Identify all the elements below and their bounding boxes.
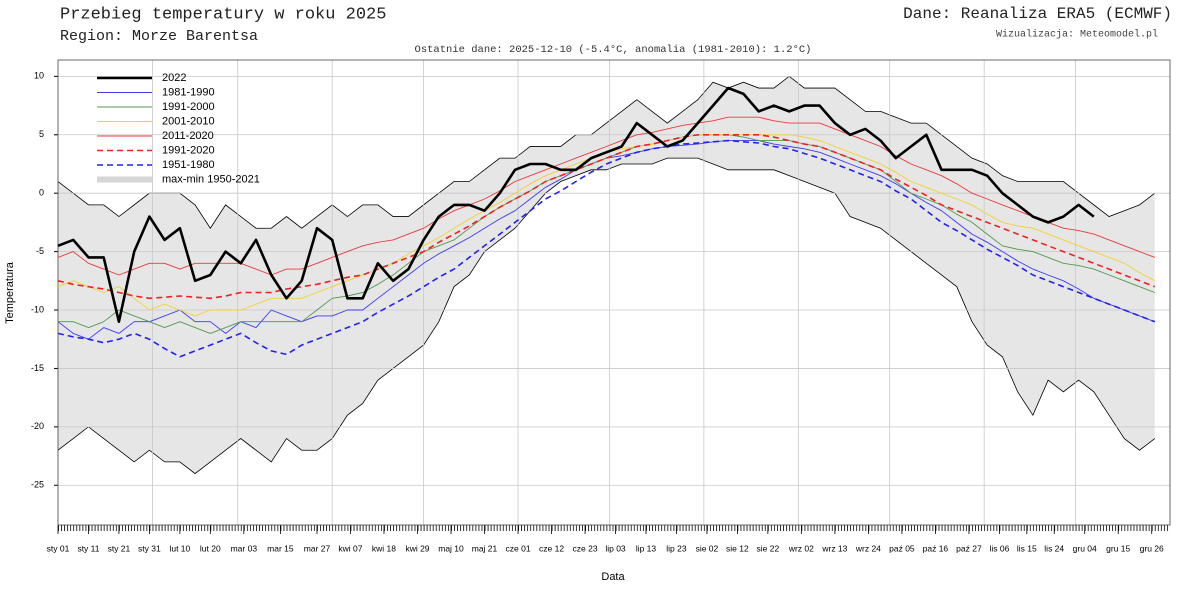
legend-label: 1981-1990 — [162, 86, 215, 98]
x-tick-label: cze 12 — [539, 543, 564, 553]
y-axis-label: Temperatura — [4, 261, 16, 324]
series-line — [57, 134, 1156, 300]
x-tick-label: kwi 18 — [372, 543, 396, 553]
x-tick-label: lis 06 — [989, 543, 1009, 553]
x-tick-label: sty 21 — [108, 543, 131, 553]
y-tick-label: -5 — [36, 246, 44, 256]
plot-frame — [57, 59, 1171, 526]
x-tick-label: mar 27 — [304, 543, 331, 553]
x-axis-label: Data — [601, 571, 625, 583]
legend-label: 1951-1980 — [162, 159, 215, 171]
band-area — [58, 76, 1155, 474]
x-tick-label: gru 04 — [1073, 543, 1097, 553]
x-tick-label: gru 26 — [1140, 543, 1164, 553]
x-tick-label: maj 10 — [438, 543, 464, 553]
x-tick-label: sie 12 — [726, 543, 749, 553]
y-tick-label: 5 — [39, 129, 44, 139]
y-tick-label: -10 — [31, 304, 44, 314]
chart-title: Przebieg temperatury w roku 2025 — [60, 5, 386, 24]
data-source: Dane: Reanaliza ERA5 (ECMWF) — [903, 5, 1172, 23]
x-tick-label: kwi 29 — [405, 543, 429, 553]
band-edge — [57, 75, 1156, 229]
x-tick-label: sie 22 — [757, 543, 780, 553]
x-tick-label: maj 21 — [472, 543, 498, 553]
x-tick-label: sty 11 — [77, 543, 99, 553]
legend-label: 2011-2020 — [162, 130, 214, 142]
y-tick-label: -25 — [31, 480, 44, 490]
x-tick-label: sie 02 — [696, 543, 719, 553]
y-tick-label: -15 — [31, 363, 44, 373]
x-tick-label: cze 23 — [573, 543, 598, 553]
y-tick-label: 0 — [39, 188, 44, 198]
x-tick-label: sty 31 — [138, 543, 161, 553]
series-line — [57, 139, 1156, 358]
y-tick-label: 10 — [34, 71, 44, 81]
x-tick-label: lut 10 — [169, 543, 190, 553]
x-tick-label: paź 27 — [956, 543, 982, 553]
x-tick-label: mar 03 — [231, 543, 258, 553]
x-tick-label: lip 23 — [666, 543, 687, 553]
chart-region: Region: Morze Barentsa — [60, 28, 258, 45]
x-tick-label: cze 01 — [506, 543, 531, 553]
x-tick-label: lis 15 — [1017, 543, 1037, 553]
x-tick-label: lis 24 — [1044, 543, 1064, 553]
legend-label: 1991-2000 — [162, 101, 215, 113]
y-tick-label: -20 — [31, 421, 44, 431]
day-ticks — [58, 525, 1170, 531]
x-tick-label: wrz 02 — [788, 543, 814, 553]
series-line — [57, 86, 1095, 323]
x-tick-label: kwi 07 — [338, 543, 362, 553]
legend-label: 1991-2020 — [162, 144, 215, 156]
x-tick-label: wrz 24 — [855, 543, 881, 553]
legend-label: 2022 — [162, 72, 186, 84]
x-tick-label: lip 13 — [636, 543, 657, 553]
x-tick-label: lut 20 — [200, 543, 221, 553]
x-tick-label: wrz 13 — [821, 543, 847, 553]
x-tick-label: paź 16 — [923, 543, 949, 553]
legend-label: 2001-2010 — [162, 115, 215, 127]
chart-subtitle: Ostatnie dane: 2025-12-10 (-5.4°C, anoma… — [415, 44, 812, 56]
x-tick-label: lip 03 — [605, 543, 626, 553]
x-tick-label: mar 15 — [267, 543, 294, 553]
band-edge — [57, 157, 1156, 475]
credit: Wizualizacja: Meteomodel.pl — [996, 29, 1158, 41]
x-tick-label: paź 05 — [889, 543, 915, 553]
legend-label: max-min 1950-2021 — [162, 173, 260, 185]
x-tick-label: sty 01 — [47, 543, 70, 553]
x-tick-label: gru 15 — [1106, 543, 1130, 553]
